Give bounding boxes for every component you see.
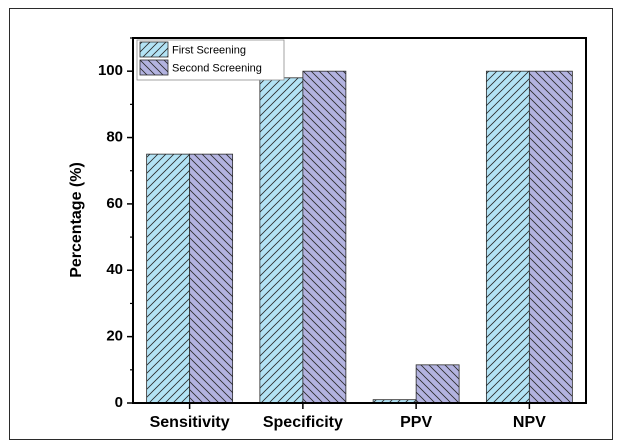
bar-sensitivity-series-2 xyxy=(189,153,234,404)
plot-area-border xyxy=(132,37,587,404)
y-tick-label-0: 0 xyxy=(115,394,123,411)
legend-swatch-2 xyxy=(139,59,169,76)
bar-specificity-series-1 xyxy=(259,77,304,404)
y-axis-title: Percentage (%) xyxy=(68,162,85,278)
y-tick-label-40: 40 xyxy=(106,261,123,278)
figure-frame xyxy=(9,8,613,440)
x-tick-label-npv: NPV xyxy=(513,414,546,431)
y-tick-label-100: 100 xyxy=(98,62,123,79)
x-tick-label-specificity: Specificity xyxy=(263,414,343,431)
bar-specificity-series-2 xyxy=(302,70,347,404)
y-tick-label-60: 60 xyxy=(106,195,123,212)
legend-label-1: First Screening xyxy=(172,44,246,56)
bar-ppv-series-2 xyxy=(415,364,460,404)
x-tick-label-ppv: PPV xyxy=(400,414,432,431)
legend-label-2: Second Screening xyxy=(172,62,262,74)
legend: First Screening Second Screening xyxy=(136,39,285,81)
y-tick-label-20: 20 xyxy=(106,328,123,345)
legend-swatch-1 xyxy=(139,41,169,58)
bar-npv-series-1 xyxy=(485,70,530,404)
bar-sensitivity-series-1 xyxy=(146,153,191,404)
x-tick-label-sensitivity: Sensitivity xyxy=(150,414,230,431)
bar-npv-series-2 xyxy=(528,70,573,404)
y-tick-label-80: 80 xyxy=(106,129,123,146)
